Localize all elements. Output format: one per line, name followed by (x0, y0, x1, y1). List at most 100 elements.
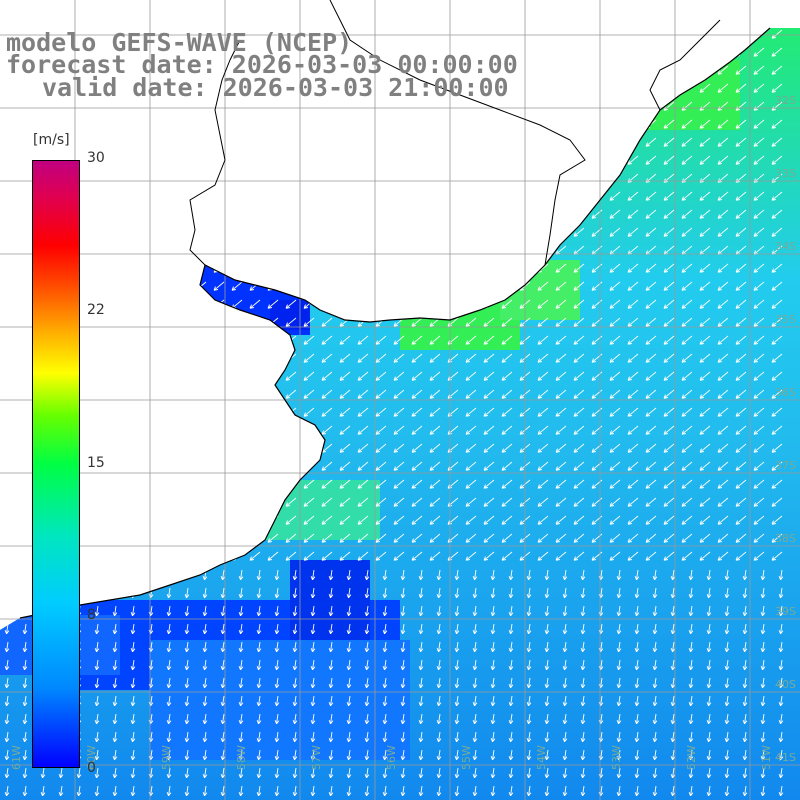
wind-arrow (645, 191, 657, 201)
wind-arrow (645, 137, 657, 147)
lon-label: 61W (10, 745, 23, 770)
wind-arrow (627, 263, 639, 273)
wind-arrow (771, 533, 783, 543)
wind-arrow (472, 605, 478, 617)
wind-arrow (285, 551, 297, 561)
wind-arrow (771, 497, 783, 507)
wind-arrow (706, 569, 712, 581)
wind-arrow (400, 587, 406, 599)
wind-arrow (267, 533, 279, 543)
wind-arrow (699, 137, 711, 147)
wind-arrow (202, 641, 208, 653)
wind-arrow (735, 317, 747, 327)
wind-arrow (742, 641, 748, 653)
wind-arrow (220, 641, 226, 653)
wind-arrow (753, 137, 765, 147)
wind-arrow (555, 263, 567, 273)
wind-arrow (742, 605, 748, 617)
wind-arrow (357, 479, 369, 489)
wind-arrow (627, 515, 639, 525)
wind-arrow (375, 425, 387, 435)
lat-label: 36S (775, 386, 796, 399)
wind-arrow (771, 371, 783, 381)
wind-arrow (652, 641, 658, 653)
wind-arrow (544, 731, 550, 743)
wind-arrow (645, 209, 657, 219)
wind-arrow (771, 65, 783, 75)
wind-arrow (724, 659, 730, 671)
wind-arrow (742, 767, 748, 779)
wind-arrow (465, 389, 477, 399)
wind-arrow (670, 677, 676, 689)
wind-arrow (753, 101, 765, 111)
wind-arrow (375, 461, 387, 471)
wind-arrow (238, 713, 244, 725)
wind-arrow (717, 443, 729, 453)
wind-arrow (328, 659, 334, 671)
wind-arrow (220, 749, 226, 761)
wind-arrow (429, 515, 441, 525)
wind-arrow (321, 353, 333, 363)
wind-arrow (400, 695, 406, 707)
wind-arrow (429, 353, 441, 363)
wind-arrow (418, 605, 424, 617)
wind-arrow (537, 407, 549, 417)
wind-arrow (688, 587, 694, 599)
wind-arrow (526, 641, 532, 653)
wind-arrow (490, 785, 496, 797)
lon-label: 53W (610, 745, 623, 770)
wind-arrow (436, 605, 442, 617)
wind-arrow (645, 407, 657, 417)
wind-arrow (393, 353, 405, 363)
wind-arrow (346, 569, 352, 581)
wind-arrow (220, 767, 226, 779)
wind-arrow (573, 227, 585, 237)
wind-cell (150, 640, 410, 760)
wind-arrow (22, 767, 28, 779)
wind-arrow (537, 425, 549, 435)
wind-arrow (735, 515, 747, 525)
wind-arrow (436, 623, 442, 635)
wind-arrow (627, 353, 639, 363)
wind-arrow (616, 569, 622, 581)
wind-arrow (627, 371, 639, 381)
wind-arrow (483, 497, 495, 507)
wind-arrow (346, 767, 352, 779)
wind-arrow (501, 497, 513, 507)
wind-arrow (231, 281, 243, 291)
forecast-date: forecast date: 2026-03-03 00:00:00 (6, 50, 518, 79)
wind-arrow (699, 371, 711, 381)
wind-arrow (184, 767, 190, 779)
wind-arrow (753, 389, 765, 399)
wind-arrow (681, 281, 693, 291)
wind-arrow (663, 299, 675, 309)
wind-arrow (688, 569, 694, 581)
wind-arrow (573, 353, 585, 363)
wind-arrow (580, 569, 586, 581)
wind-arrow (562, 605, 568, 617)
wind-arrow (778, 659, 784, 671)
wind-arrow (645, 299, 657, 309)
wind-arrow (580, 623, 586, 635)
wind-arrow (364, 785, 370, 797)
wind-arrow (483, 407, 495, 417)
wind-arrow (555, 425, 567, 435)
wind-arrow (4, 623, 10, 635)
wind-arrow (267, 299, 279, 309)
wind-arrow (663, 533, 675, 543)
wind-arrow (310, 713, 316, 725)
wind-arrow (256, 749, 262, 761)
wind-arrow (375, 407, 387, 417)
wind-arrow (760, 695, 766, 707)
wind-arrow (753, 299, 765, 309)
wind-arrow (382, 641, 388, 653)
wind-arrow (681, 209, 693, 219)
wind-arrow (508, 569, 514, 581)
wind-arrow (627, 389, 639, 399)
wind-arrow (616, 587, 622, 599)
wind-arrow (454, 605, 460, 617)
wind-arrow (670, 641, 676, 653)
wind-arrow (429, 479, 441, 489)
wind-arrow (724, 605, 730, 617)
